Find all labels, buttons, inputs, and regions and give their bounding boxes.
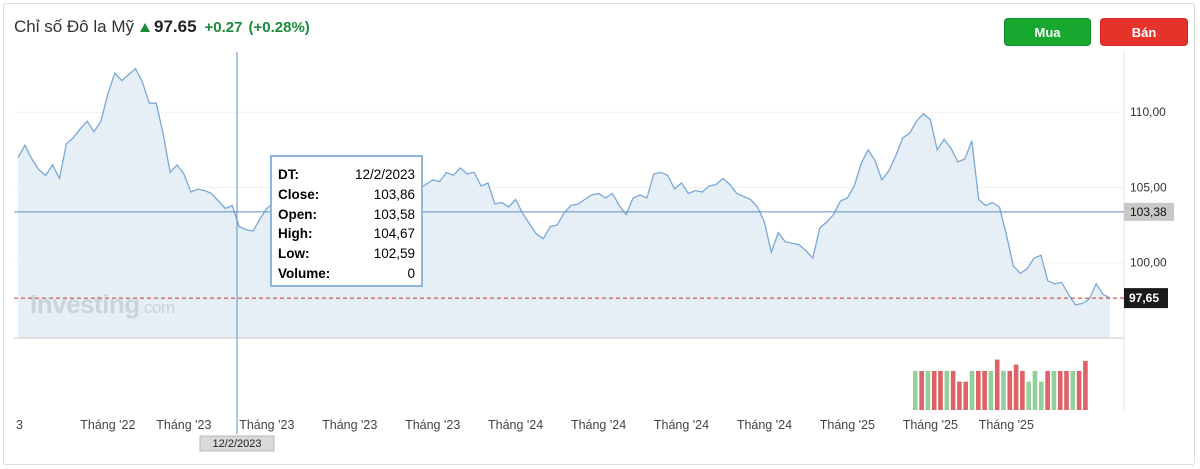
volume-bar	[931, 370, 937, 410]
last-price-label-bg	[1124, 288, 1168, 309]
y-tick-label: 110,00	[1130, 105, 1166, 119]
y-tick-label: 105,00	[1130, 180, 1167, 194]
investing-watermark: Investing.com	[30, 289, 175, 319]
x-tick-label: Tháng '22	[80, 418, 135, 432]
volume-bar	[1032, 370, 1038, 410]
tooltip-value: 104,67	[373, 226, 415, 242]
volume-bar	[925, 370, 931, 410]
tooltip-row: Volume: 0	[278, 264, 415, 284]
crosshair-date-label: 12/2/2023	[213, 438, 262, 450]
tooltip-value: 103,58	[373, 206, 415, 222]
price-change: +0.27	[204, 18, 243, 36]
tooltip-row: DT: 12/2/2023	[278, 165, 415, 185]
tooltip-value: 103,86	[373, 186, 415, 202]
x-tick-label: Tháng '24	[488, 418, 543, 432]
volume-bar	[1013, 364, 1019, 410]
volume-bar	[944, 370, 950, 410]
sell-button[interactable]: Bán	[1100, 18, 1188, 46]
x-tick-label: Tháng '23	[239, 418, 294, 432]
volume-bar	[988, 370, 994, 410]
x-tick-label: Tháng '24	[654, 418, 709, 432]
volume-bar	[982, 370, 987, 410]
tooltip-value: 0	[407, 265, 415, 281]
tooltip-row: Close: 103,86	[278, 185, 415, 205]
current-price: 97.65	[153, 17, 197, 36]
tooltip-row: High: 104,67	[278, 224, 415, 244]
tooltip-value: 102,59	[373, 246, 415, 262]
volume-bar	[957, 381, 962, 410]
volume-bar	[963, 381, 968, 410]
x-tick-label: Tháng '25	[903, 418, 958, 432]
chart-widget-frame	[3, 3, 1195, 465]
crosshair-price-label: 103,38	[1130, 205, 1167, 219]
price-change-percent: (+0.28%)	[248, 18, 310, 36]
tooltip-key: Low:	[278, 246, 310, 262]
volume-bar	[1020, 370, 1025, 410]
crosshair-date-label-bg	[199, 435, 275, 452]
x-tick-label: Tháng '24	[571, 418, 626, 432]
crosshair-price-label-bg	[1124, 202, 1174, 221]
tooltip-key: High:	[278, 226, 313, 242]
y-tick-label: 100,00	[1130, 256, 1167, 270]
tooltip-row: Open: 103,58	[278, 205, 415, 225]
volume-bar	[1057, 370, 1063, 410]
volume-bar	[1001, 370, 1006, 410]
volume-bar	[913, 370, 918, 410]
volume-bar	[938, 370, 943, 410]
tooltip-key: DT:	[278, 167, 299, 182]
volume-bar	[1026, 381, 1031, 410]
x-tick-label: Tháng '25	[820, 418, 875, 432]
volume-bar	[1045, 370, 1050, 410]
volume-bar	[994, 359, 1000, 410]
tooltip-key: Open:	[278, 206, 317, 222]
instrument-title: Chỉ số Đô la Mỹ	[14, 17, 134, 36]
data-tooltip: DT: 12/2/2023 Close: 103,86 Open: 103,58 High:…	[270, 155, 423, 287]
volume-bar	[1076, 370, 1082, 410]
volume-bar	[950, 370, 956, 410]
volume-bar	[919, 370, 924, 410]
up-arrow-icon	[139, 22, 150, 32]
volume-bar	[1051, 370, 1057, 410]
tooltip-key: Close:	[278, 186, 320, 202]
volume-bar	[1039, 381, 1044, 410]
volume-bar	[1007, 370, 1013, 410]
tooltip-value: 12/2/2023	[354, 167, 415, 182]
price-line	[17, 67, 1111, 306]
volume-bar	[969, 370, 975, 410]
buy-button[interactable]: Mua	[1004, 18, 1091, 46]
x-tick-label: Tháng '23	[322, 418, 377, 432]
x-tick-label: Tháng '23	[156, 418, 211, 432]
x-tick-label: Tháng '25	[979, 418, 1034, 432]
x-tick-label: Tháng '23	[405, 418, 460, 432]
tooltip-key: Volume:	[278, 265, 331, 281]
volume-bar	[1070, 370, 1076, 410]
volume-bar	[976, 370, 981, 410]
x-tick-label: 3	[16, 418, 23, 432]
instrument-header: Chỉ số Đô la Mỹ 97.65 +0.27 (+0.28%)	[14, 14, 310, 40]
x-tick-label: Tháng '24	[737, 418, 792, 432]
last-price-label: 97,65	[1129, 291, 1159, 305]
volume-bar	[1064, 370, 1069, 410]
volume-bar	[1083, 360, 1088, 410]
tooltip-row: Low: 102,59	[278, 244, 415, 264]
